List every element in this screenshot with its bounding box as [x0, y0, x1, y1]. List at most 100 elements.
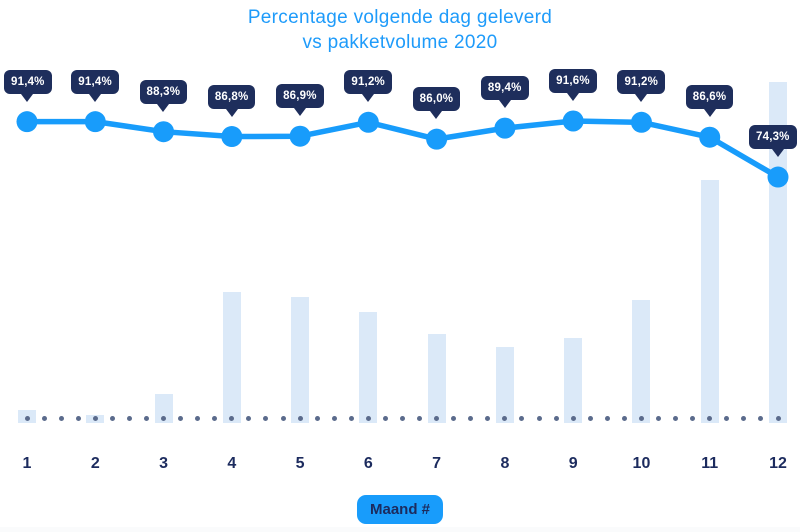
chart-title-line1: Percentage volgende dag geleverd [247, 7, 553, 28]
baseline-dot [382, 415, 388, 421]
volume-bar [427, 333, 446, 423]
data-label-tooltip: 91,6% [549, 69, 597, 101]
baseline-dot [400, 415, 405, 421]
data-point-marker [767, 166, 789, 188]
baseline-dot [707, 415, 713, 421]
data-point-marker [630, 111, 652, 133]
baseline-dot [417, 415, 423, 421]
baseline-dot [280, 415, 286, 421]
baseline-dot [434, 415, 440, 421]
chart-title: Percentage volgende dag geleverd vs pakk… [0, 5, 800, 55]
x-axis-title-badge: Maand # [356, 495, 444, 524]
volume-bar [632, 299, 651, 423]
baseline-dot [604, 415, 610, 421]
data-label-tooltip: 91,2% [344, 70, 392, 103]
x-tick-label: 9 [568, 455, 578, 472]
baseline-dot [621, 415, 627, 421]
baseline-dot [24, 415, 30, 421]
volume-bar [700, 179, 719, 423]
data-label-tooltip: 86,6% [685, 85, 734, 118]
x-tick-label: 2 [90, 455, 100, 472]
baseline-dot [263, 415, 269, 421]
x-tick-label: 4 [227, 455, 237, 472]
baseline-dot [178, 415, 184, 421]
baseline-dot [58, 415, 64, 421]
data-point-marker [357, 111, 379, 133]
volume-bar [291, 296, 310, 423]
volume-bar [154, 394, 173, 423]
baseline-dot [314, 415, 320, 421]
x-tick-label: 5 [295, 455, 305, 472]
x-tick-label: 6 [363, 455, 373, 472]
baseline-dot [195, 415, 201, 421]
baseline-dot [724, 415, 730, 421]
volume-bar [564, 338, 583, 423]
data-label-tooltip: 88,3% [139, 79, 188, 112]
baseline-dot [553, 415, 559, 421]
baseline-dot [485, 415, 491, 421]
baseline-dot [570, 415, 576, 421]
baseline-dot [109, 415, 115, 421]
bottom-edge-divider [0, 527, 800, 532]
data-point-marker [562, 110, 584, 132]
data-point-marker [289, 125, 311, 147]
baseline-dot [331, 415, 337, 421]
data-point-marker [426, 128, 448, 150]
baseline-dot [536, 415, 542, 421]
baseline-dot [297, 415, 303, 421]
volume-bar [222, 292, 241, 423]
data-point-marker [153, 121, 175, 143]
baseline-dot [41, 415, 47, 421]
baseline-dot [673, 415, 679, 421]
baseline-dot [246, 415, 252, 421]
baseline-dot [775, 415, 781, 421]
baseline-dot [161, 415, 167, 421]
trend-line [24, 118, 781, 180]
baseline-dot [690, 415, 696, 421]
baseline-dot [741, 415, 747, 421]
data-point-marker [699, 126, 721, 148]
x-tick-label: 3 [159, 455, 168, 472]
x-tick-label: 1 [22, 455, 32, 472]
data-point-marker [16, 111, 38, 133]
data-label-tooltip: 74,3% [749, 125, 797, 158]
baseline-dot [126, 415, 132, 421]
baseline-dot [502, 415, 508, 421]
baseline-dot [758, 415, 764, 421]
baseline-dot [587, 415, 593, 421]
volume-bar [495, 346, 514, 423]
baseline-dot [92, 415, 98, 421]
baseline-dot [75, 415, 81, 421]
data-label-tooltip: 91,2% [617, 70, 666, 103]
volume-bar [359, 311, 378, 423]
baseline-dot [365, 415, 371, 421]
volume-bar [769, 82, 787, 423]
data-label-tooltip: 91,4% [4, 69, 52, 102]
baseline-dot [656, 415, 662, 421]
baseline-dot [638, 415, 644, 421]
x-tick-label: 10 [632, 455, 651, 472]
chart-title-line2: vs pakketvolume 2020 [302, 32, 498, 53]
data-label-tooltip: 89,4% [480, 76, 529, 109]
baseline-dot [348, 415, 354, 421]
x-tick-label: 12 [769, 455, 787, 472]
baseline-dot [519, 415, 525, 421]
data-label-tooltip: 86,8% [207, 84, 256, 117]
x-tick-label: 7 [432, 455, 442, 472]
baseline-dot [143, 415, 149, 421]
data-point-marker [84, 111, 106, 133]
data-label-tooltip: 86,9% [276, 84, 324, 117]
data-label-tooltip: 91,4% [71, 69, 119, 102]
data-label-tooltip: 86,0% [412, 87, 461, 120]
data-point-marker [221, 126, 243, 148]
baseline-dot [468, 415, 474, 421]
baseline-dot [229, 415, 235, 421]
data-point-marker [494, 117, 516, 139]
baseline-dot [451, 415, 457, 421]
baseline-dot [212, 415, 218, 421]
x-tick-label: 8 [500, 455, 510, 472]
x-tick-label: 11 [701, 455, 719, 472]
